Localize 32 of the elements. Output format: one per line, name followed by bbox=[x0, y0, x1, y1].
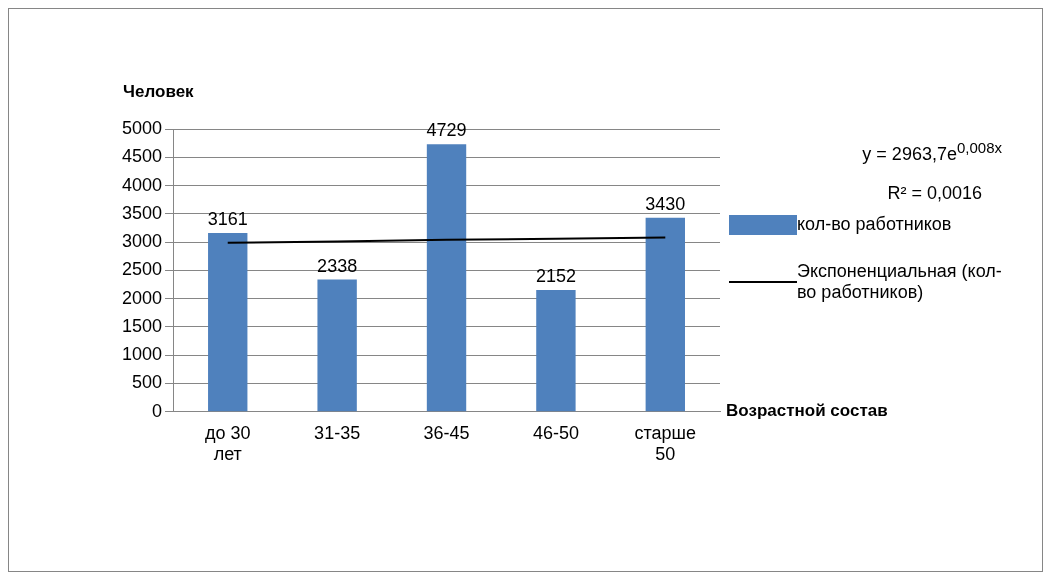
bar bbox=[536, 290, 576, 412]
bar bbox=[426, 144, 467, 412]
y-tick-label: 2500 bbox=[122, 259, 163, 280]
legend-label: кол-во работников bbox=[797, 214, 953, 235]
bar bbox=[317, 279, 357, 412]
x-tick-label: 31-35 bbox=[314, 422, 361, 443]
y-tick-label: 4500 bbox=[122, 146, 163, 167]
text: R² = 0,0016 bbox=[887, 183, 982, 204]
legend-label: Экспоненциальная (кол-во работников) bbox=[797, 261, 1003, 303]
x-tick-label: до 30 лет bbox=[204, 422, 251, 465]
bar bbox=[208, 233, 248, 412]
data-label: 3430 bbox=[645, 193, 686, 214]
bar bbox=[645, 217, 685, 412]
y-tick-label: 3500 bbox=[122, 202, 163, 223]
x-tick-label: 36-45 bbox=[423, 422, 470, 443]
y-axis-title: Человек bbox=[123, 82, 195, 102]
x-tick-label: 46-50 bbox=[532, 422, 579, 443]
y-tick-label: 2000 bbox=[122, 287, 163, 308]
y-tick-label: 5000 bbox=[122, 117, 163, 138]
data-label: 3161 bbox=[207, 208, 248, 229]
y-tick-label: 4000 bbox=[122, 174, 163, 195]
text: y = 2963,7e$^{0,008x}$ bbox=[862, 139, 1002, 165]
y-tick-label: 1500 bbox=[122, 315, 163, 336]
data-label: 4729 bbox=[426, 120, 467, 141]
y-tick-label: 1000 bbox=[122, 344, 163, 365]
data-label: 2338 bbox=[317, 255, 358, 276]
y-tick-label: 3000 bbox=[122, 231, 163, 252]
y-tick-label: 500 bbox=[132, 372, 163, 393]
data-label: 2152 bbox=[535, 266, 576, 287]
y-tick-label: 0 bbox=[152, 400, 163, 421]
x-tick-label: старше 50 bbox=[634, 422, 697, 465]
x-axis-title: Возрастной состав bbox=[726, 401, 888, 421]
